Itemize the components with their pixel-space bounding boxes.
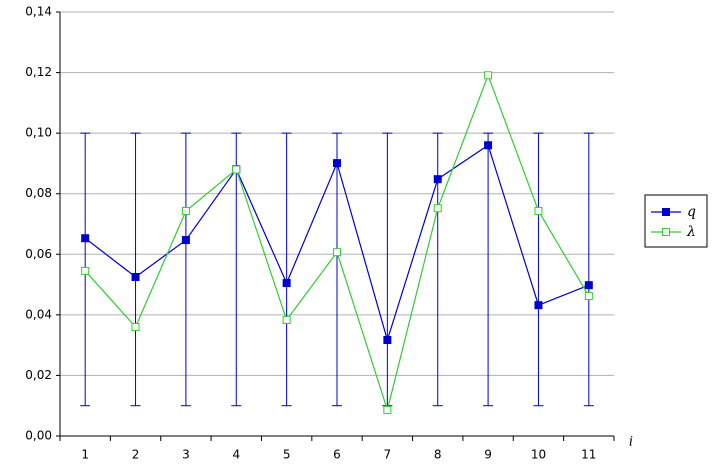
- y-tick-label: 0,12: [25, 65, 52, 79]
- point: [333, 248, 341, 257]
- x-tick-label: 3: [182, 448, 190, 462]
- point: [181, 236, 190, 245]
- range-bar: [130, 132, 141, 407]
- x-tick-label: 11: [581, 448, 596, 462]
- range-bar: [332, 132, 342, 407]
- y-tick-label: 0,14: [25, 5, 52, 19]
- point: [484, 71, 493, 80]
- legend-label: λ: [686, 224, 696, 240]
- point: [383, 335, 392, 344]
- legend-marker: [662, 208, 670, 216]
- range-bar: [483, 132, 494, 407]
- x-tick-label: 8: [434, 448, 442, 462]
- y-tick-label: 0,08: [25, 186, 52, 200]
- point: [484, 141, 493, 150]
- point: [282, 279, 291, 288]
- range-bar: [281, 132, 292, 407]
- point: [534, 301, 543, 310]
- range-bar: [583, 132, 594, 407]
- x-tick-label: 4: [232, 448, 240, 462]
- y-tick-label: 0,10: [25, 126, 52, 140]
- point: [282, 316, 291, 325]
- x-tick-label: 10: [531, 448, 546, 462]
- legend-marker: [662, 228, 670, 236]
- point: [131, 273, 140, 281]
- y-tick-label: 0,02: [25, 368, 52, 382]
- point: [534, 206, 543, 215]
- range-bar: [180, 132, 191, 407]
- point: [181, 206, 190, 215]
- point: [584, 281, 593, 290]
- point: [131, 322, 140, 331]
- range-bar: [382, 132, 393, 407]
- x-tick-label: 5: [283, 448, 291, 462]
- y-tick-label: 0,06: [25, 247, 52, 261]
- point: [81, 234, 90, 243]
- y-tick-label: 0,00: [25, 429, 52, 443]
- legend-label: q: [687, 204, 696, 220]
- point: [584, 292, 593, 301]
- point: [333, 159, 341, 168]
- point: [433, 204, 442, 213]
- x-tick-label: 2: [132, 448, 140, 462]
- x-tick-label: 9: [484, 448, 492, 462]
- range-bar: [231, 132, 242, 407]
- x-axis-label: i: [629, 435, 633, 450]
- legend-box: [644, 194, 708, 248]
- point: [232, 165, 241, 174]
- range-bar: [533, 132, 544, 407]
- x-tick-label: 7: [384, 448, 392, 462]
- point: [433, 175, 442, 184]
- point: [81, 266, 90, 275]
- y-tick-label: 0,04: [25, 307, 52, 321]
- x-tick-label: 6: [333, 448, 341, 462]
- x-tick-label: 1: [81, 448, 89, 462]
- point: [383, 405, 392, 414]
